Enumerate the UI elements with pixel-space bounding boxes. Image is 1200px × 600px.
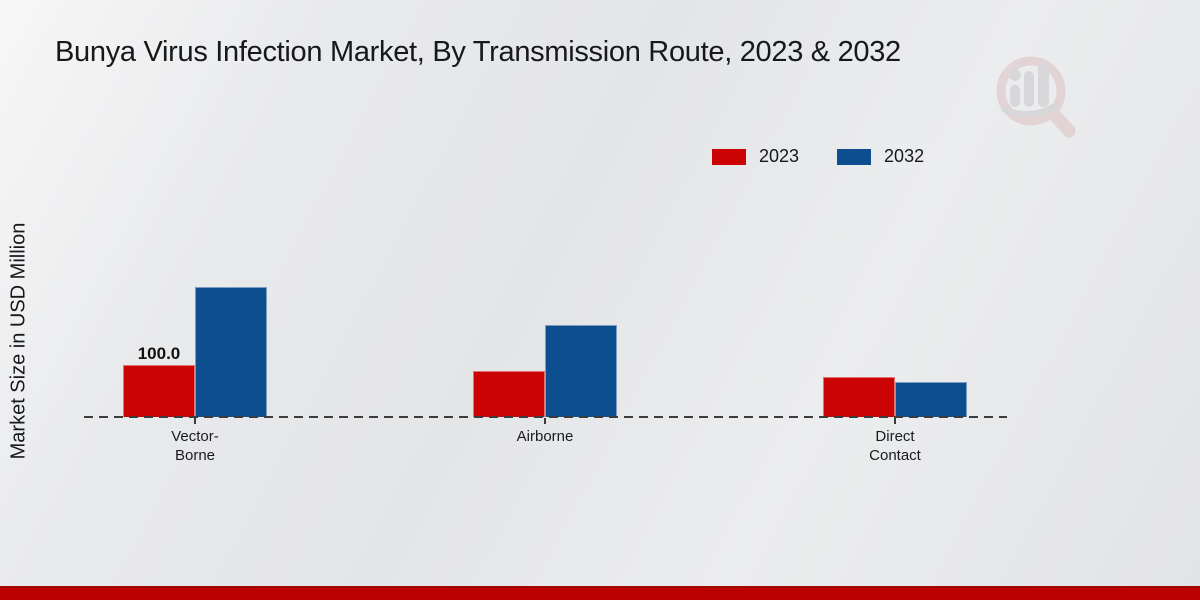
footer-accent-bar <box>0 586 1200 600</box>
legend-label: 2023 <box>759 146 800 166</box>
magnifier-chart-watermark-icon <box>996 56 1076 138</box>
axis-tick-direct-contact <box>894 418 896 424</box>
bar-2032-direct-contact <box>895 382 967 417</box>
bar-2023-direct-contact <box>823 377 895 417</box>
legend-item-2023: 2023 <box>712 146 799 167</box>
chart-title: Bunya Virus Infection Market, By Transmi… <box>55 36 901 68</box>
bar-2032-airborne <box>545 325 617 417</box>
legend-label: 2032 <box>884 146 925 166</box>
legend-swatch-2032 <box>837 148 872 165</box>
category-label-direct-contact: Direct Contact <box>869 428 921 464</box>
legend-swatch-2023 <box>712 148 746 165</box>
x-axis-line <box>84 416 1007 418</box>
bar-value-label: 100.0 <box>137 344 181 363</box>
bar-2032-vector-borne <box>195 287 267 417</box>
axis-tick-vector-borne <box>194 418 196 424</box>
bar-2023-vector-borne <box>123 365 195 417</box>
category-label-airborne: Airborne <box>516 428 574 445</box>
legend-item-2032: 2032 <box>837 146 924 167</box>
axis-tick-airborne <box>544 418 546 424</box>
category-label-vector-borne: Vector- Borne <box>171 428 219 464</box>
bar-2023-airborne <box>473 371 545 417</box>
legend: 2023 2032 <box>712 146 924 167</box>
